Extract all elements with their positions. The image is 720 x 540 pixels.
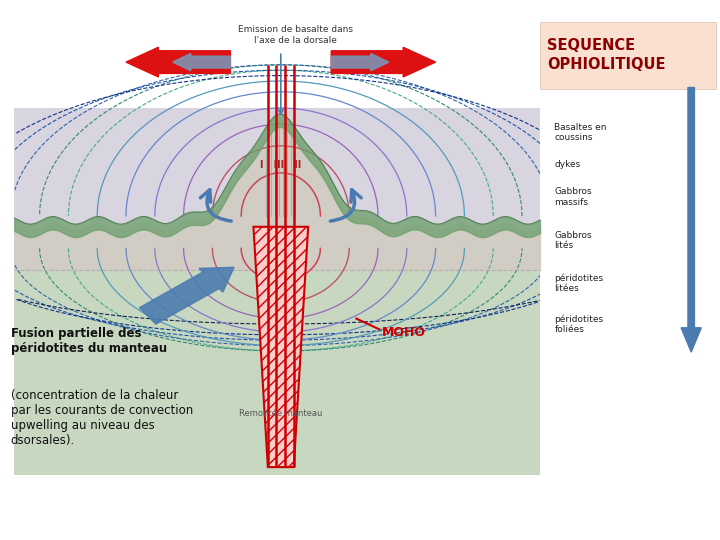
- Text: MOHO: MOHO: [382, 326, 426, 339]
- Text: Gabbros
lités: Gabbros lités: [554, 231, 592, 250]
- Text: Fusion partielle des
péridotites du manteau: Fusion partielle des péridotites du mant…: [11, 327, 167, 355]
- FancyArrow shape: [331, 53, 389, 71]
- FancyBboxPatch shape: [14, 108, 540, 270]
- FancyArrow shape: [140, 267, 234, 324]
- FancyArrow shape: [126, 47, 230, 77]
- Text: (concentration de la chaleur
par les courants de convection
upwelling au niveau : (concentration de la chaleur par les cou…: [11, 389, 193, 447]
- Text: Remontée manteau: Remontée manteau: [239, 409, 323, 417]
- FancyArrow shape: [331, 47, 436, 77]
- Text: péridotites
litées: péridotites litées: [554, 274, 603, 293]
- FancyBboxPatch shape: [14, 270, 540, 475]
- Text: Emission de basalte dans
l'axe de la dorsale: Emission de basalte dans l'axe de la dor…: [238, 25, 353, 45]
- Text: I   III   II: I III II: [260, 160, 302, 170]
- FancyBboxPatch shape: [540, 22, 716, 89]
- Text: Gabbros
massifs: Gabbros massifs: [554, 187, 592, 207]
- Text: Basaltes en
coussins: Basaltes en coussins: [554, 123, 607, 142]
- Text: péridotites
foliées: péridotites foliées: [554, 314, 603, 334]
- Text: SEQUENCE
OPHIOLITIQUE: SEQUENCE OPHIOLITIQUE: [547, 38, 666, 72]
- FancyArrow shape: [681, 87, 701, 352]
- Polygon shape: [253, 227, 308, 467]
- FancyArrow shape: [173, 53, 230, 71]
- Text: dykes: dykes: [554, 160, 580, 169]
